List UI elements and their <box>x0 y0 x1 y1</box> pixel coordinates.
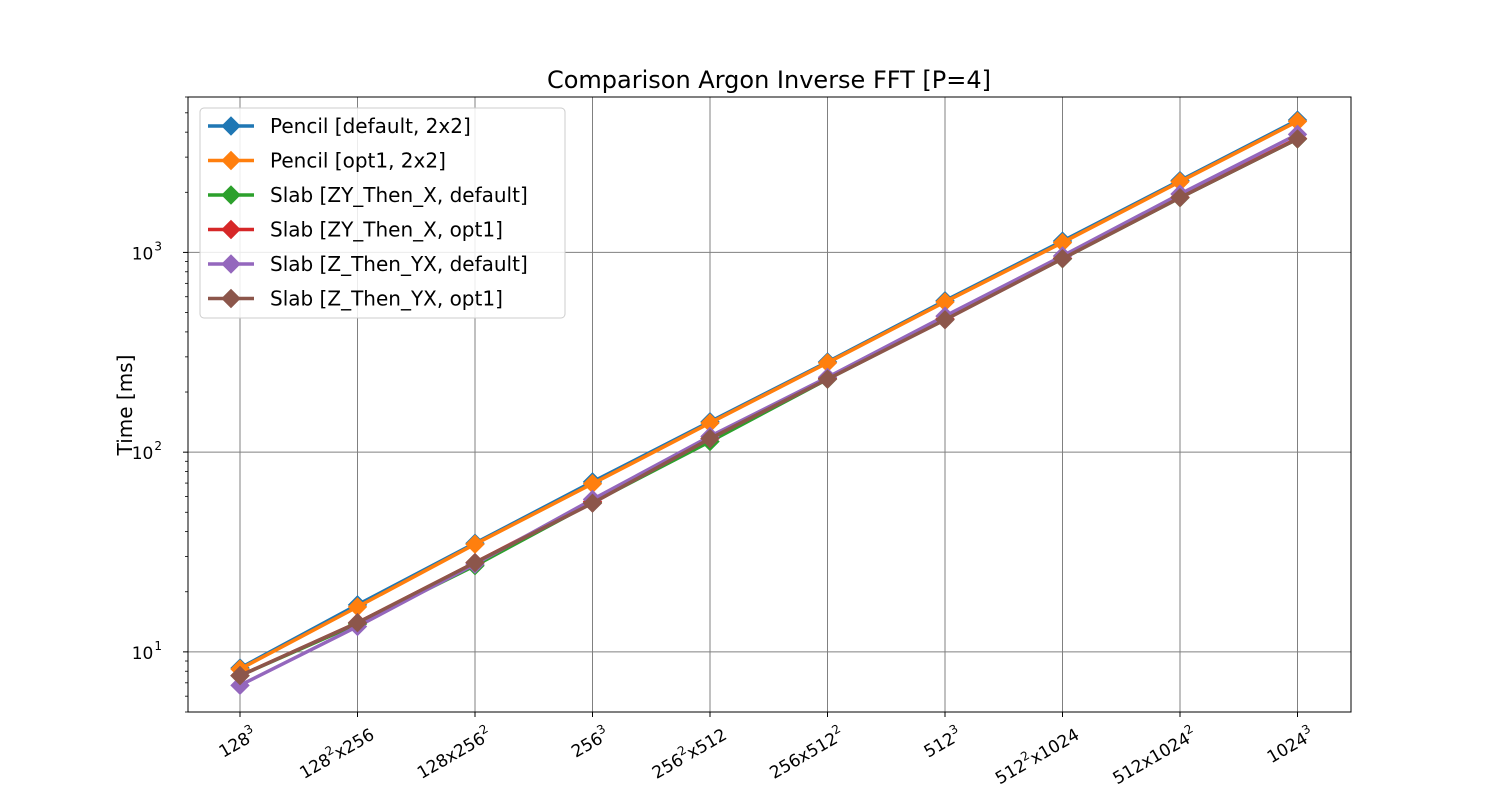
y-tick-label: 101 <box>132 639 162 664</box>
x-tick-label: 5122x1024 <box>990 722 1083 789</box>
legend-marker <box>221 288 241 309</box>
series-6 <box>230 129 1308 686</box>
x-axis: 1283 1282x256 128x2562 2563 2562x512 256x5122… <box>214 712 1318 789</box>
x-tick-label-base: 128x256 <box>414 729 489 784</box>
y-tick-label-sup: 1 <box>154 639 162 653</box>
legend-label: Slab [Z_Then_YX, opt1] <box>270 287 503 311</box>
x-tick-label: 2563 <box>566 722 613 763</box>
y-tick-label-base: 10 <box>132 444 154 464</box>
plot-frame <box>187 96 1352 713</box>
data-point <box>700 428 720 449</box>
x-tick-label: 10243 <box>1262 722 1318 768</box>
x-tick-label-tail: x512 <box>684 725 731 764</box>
legend-marker <box>221 219 241 240</box>
data-point <box>582 493 603 513</box>
legend-entry: Pencil [opt1, 2x2] <box>208 149 446 173</box>
legend-label: Slab [Z_Then_YX, default] <box>270 252 528 276</box>
data-point <box>1287 129 1308 149</box>
legend-label: Slab [ZY_Then_X, default] <box>270 183 528 207</box>
legend-label: Pencil [opt1, 2x2] <box>270 149 446 173</box>
legend-marker <box>221 116 241 136</box>
x-tick-label: 1283 <box>214 722 261 763</box>
legend-marker <box>221 185 241 205</box>
x-tick-label-base: 512x1024 <box>1110 729 1194 789</box>
x-tick-label: 128x2562 <box>412 722 496 784</box>
legend-box <box>199 107 566 319</box>
y-tick-label: 103 <box>132 239 162 264</box>
series-layer <box>230 110 1308 696</box>
data-point <box>935 310 955 330</box>
legend: Pencil [default, 2x2] Pencil [opt1, 2x2] S… <box>199 107 566 319</box>
y-tick-label: 102 <box>132 439 162 464</box>
legend-entry: Slab [Z_Then_YX, default] <box>208 252 528 276</box>
data-point <box>817 369 838 389</box>
y-axis-label: Time [ms] <box>113 355 137 457</box>
x-tick-label: 512x10242 <box>1108 722 1201 789</box>
x-tick-label-base: 256x512 <box>766 729 841 784</box>
x-tick-label: 5123 <box>919 722 966 763</box>
x-tick-label-tail: x256 <box>331 725 378 764</box>
legend-entry: Pencil [default, 2x2] <box>208 114 471 138</box>
x-tick-label-tail: x1024 <box>1027 725 1083 769</box>
data-point <box>465 552 485 573</box>
x-tick-label: 1282x256 <box>294 722 378 784</box>
data-point <box>230 665 250 686</box>
y-tick-label-base: 10 <box>132 244 154 264</box>
legend-marker <box>221 150 241 171</box>
series-line <box>239 119 1299 671</box>
y-tick-label-base: 10 <box>132 644 154 664</box>
data-point <box>347 612 368 633</box>
data-point <box>1170 187 1190 208</box>
series-line <box>239 132 1299 687</box>
legend-entry: Slab [ZY_Then_X, opt1] <box>208 218 503 242</box>
y-tick-label-sup: 3 <box>154 239 162 253</box>
x-tick-label: 256x5122 <box>764 722 848 784</box>
legend-entry: Slab [ZY_Then_X, default] <box>208 183 528 207</box>
data-point <box>1052 249 1073 269</box>
legend-label: Pencil [default, 2x2] <box>270 114 471 138</box>
data-point <box>465 534 485 554</box>
chart-title: Comparison Argon Inverse FFT [P=4] <box>547 66 991 94</box>
x-tick-label: 2562x512 <box>647 722 731 784</box>
series-line <box>239 137 1299 678</box>
series-2 <box>230 111 1308 679</box>
legend-label: Slab [ZY_Then_X, opt1] <box>270 218 503 242</box>
legend-marker <box>221 254 241 274</box>
y-tick-label-sup: 2 <box>154 439 162 453</box>
legend-entry: Slab [Z_Then_YX, opt1] <box>208 287 503 311</box>
